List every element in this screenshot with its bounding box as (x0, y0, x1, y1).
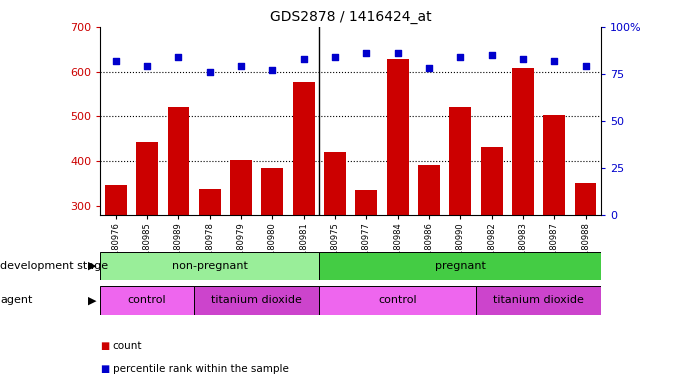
Bar (261, 168, 283, 215)
Bar (136, 142, 158, 215)
Point (330, 54, 341, 60)
Point (205, 69, 216, 75)
Bar (230, 161, 252, 215)
Point (580, 63, 591, 70)
Point (142, 63, 153, 70)
Text: control: control (379, 295, 417, 306)
Bar (481, 147, 502, 215)
Bar (167, 107, 189, 215)
Point (299, 56, 310, 62)
Bar (476, 286, 601, 315)
Title: GDS2878 / 1416424_at: GDS2878 / 1416424_at (270, 10, 431, 25)
Point (518, 56, 529, 62)
Point (173, 54, 184, 60)
Text: titanium dioxide: titanium dioxide (211, 295, 302, 306)
Text: titanium dioxide: titanium dioxide (493, 295, 584, 306)
Point (267, 67, 278, 73)
Bar (100, 252, 319, 280)
Bar (543, 115, 565, 215)
Text: pregnant: pregnant (435, 261, 486, 271)
Text: count: count (113, 341, 142, 351)
Bar (574, 183, 596, 215)
Point (486, 52, 497, 58)
Text: agent: agent (0, 295, 32, 306)
Text: ▶: ▶ (88, 295, 97, 306)
Text: control: control (128, 295, 167, 306)
Bar (418, 165, 440, 215)
Text: ▶: ▶ (88, 261, 97, 271)
Text: development stage: development stage (0, 261, 108, 271)
Point (111, 58, 122, 64)
Bar (293, 81, 314, 215)
Text: ■: ■ (100, 341, 109, 351)
Point (549, 58, 560, 64)
Point (424, 65, 435, 71)
Bar (199, 189, 220, 215)
Text: ■: ■ (100, 364, 109, 374)
Bar (194, 286, 319, 315)
Bar (105, 185, 127, 215)
Bar (319, 286, 476, 315)
Bar (355, 190, 377, 215)
Bar (512, 68, 534, 215)
Text: non-pregnant: non-pregnant (172, 261, 247, 271)
Bar (324, 152, 346, 215)
Point (392, 50, 403, 56)
Text: percentile rank within the sample: percentile rank within the sample (113, 364, 289, 374)
Point (361, 50, 372, 56)
Bar (319, 252, 601, 280)
Bar (387, 59, 408, 215)
Point (236, 63, 247, 70)
Point (455, 54, 466, 60)
Bar (100, 286, 194, 315)
Bar (449, 107, 471, 215)
